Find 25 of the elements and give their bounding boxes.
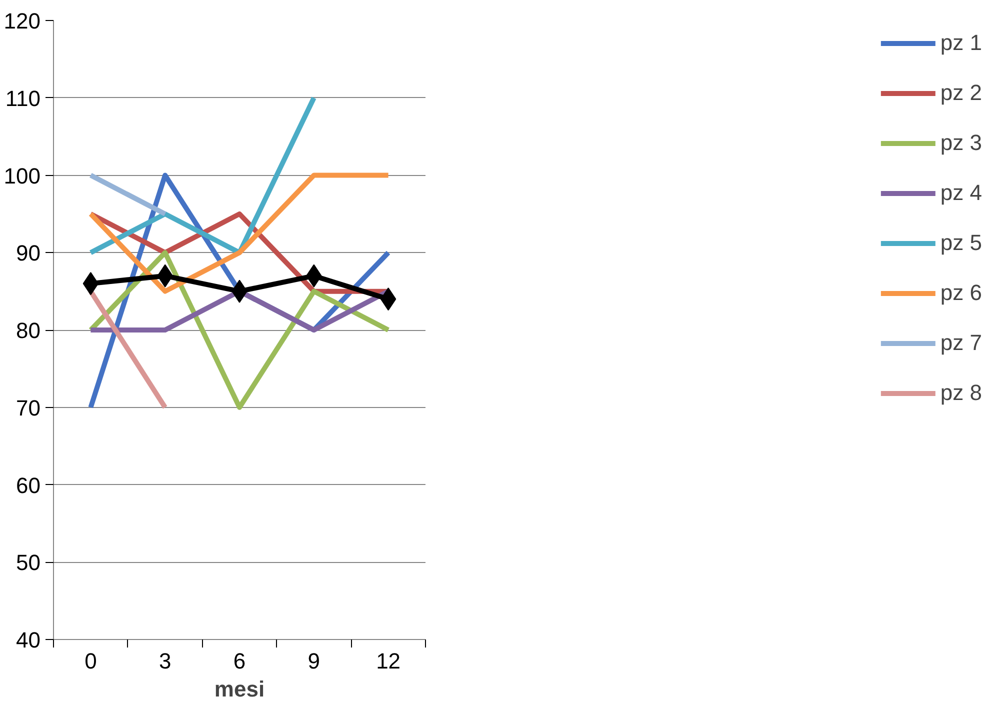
x-tick-label: 3 xyxy=(158,648,172,674)
legend-label: pz 8 xyxy=(940,380,982,406)
y-tick-label: 70 xyxy=(16,395,41,420)
y-tick-label: 120 xyxy=(4,8,41,34)
y-tick-label: 50 xyxy=(16,550,41,576)
x-tick-label: 6 xyxy=(233,648,246,674)
x-tick-label: 12 xyxy=(376,648,401,674)
legend-label: pz 7 xyxy=(940,330,982,356)
x-tick-label: 0 xyxy=(84,648,97,674)
legend-label: pz 6 xyxy=(940,280,982,306)
y-tick-label: 80 xyxy=(16,318,41,343)
legend-label: pz 1 xyxy=(940,30,982,56)
y-tick-label: 110 xyxy=(5,86,41,111)
legend-label: pz 3 xyxy=(940,130,982,156)
legend-label: pz 2 xyxy=(940,80,982,106)
point xyxy=(380,288,396,311)
y-tick-label: 60 xyxy=(16,472,41,498)
point xyxy=(82,272,99,296)
y-tick-label: 100 xyxy=(4,163,41,188)
y-tick-label: 40 xyxy=(16,628,41,652)
x-tick-label: 9 xyxy=(308,648,320,674)
x-axis-title: mesi xyxy=(214,676,265,702)
legend-label: pz 5 xyxy=(940,230,982,256)
y-tick-label: 90 xyxy=(16,240,41,266)
legend-label: pz 4 xyxy=(940,180,982,206)
